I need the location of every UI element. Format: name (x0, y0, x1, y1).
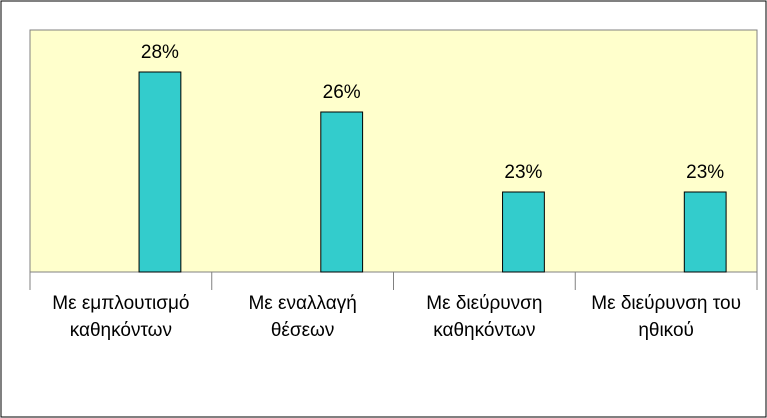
data-label: 23% (504, 162, 542, 183)
bar (138, 71, 182, 273)
x-tick-label: Με εμπλουτισμό καθηκόντων (52, 293, 190, 341)
bar (320, 111, 364, 273)
bar (502, 191, 545, 273)
x-tick-label: Με διεύρυνση καθηκόντων (426, 293, 543, 341)
x-tick-label: Με διεύρυνση του ηθικού (591, 293, 741, 341)
data-label: 26% (323, 82, 361, 103)
data-label: 28% (141, 42, 179, 63)
data-label: 23% (686, 162, 724, 183)
bar (683, 191, 727, 273)
x-tick-label: Με εναλλαγή θέσεων (248, 293, 357, 341)
